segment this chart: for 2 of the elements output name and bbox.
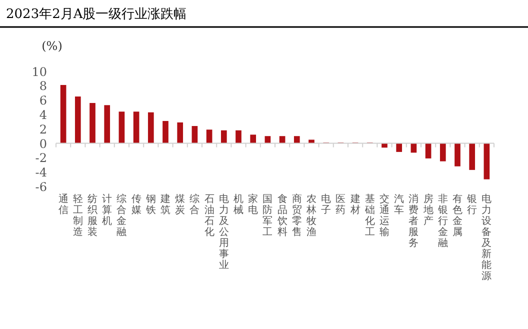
ylabel: (%) (42, 39, 62, 53)
title: 2023年2月A股一级行业涨跌幅 (6, 7, 187, 22)
